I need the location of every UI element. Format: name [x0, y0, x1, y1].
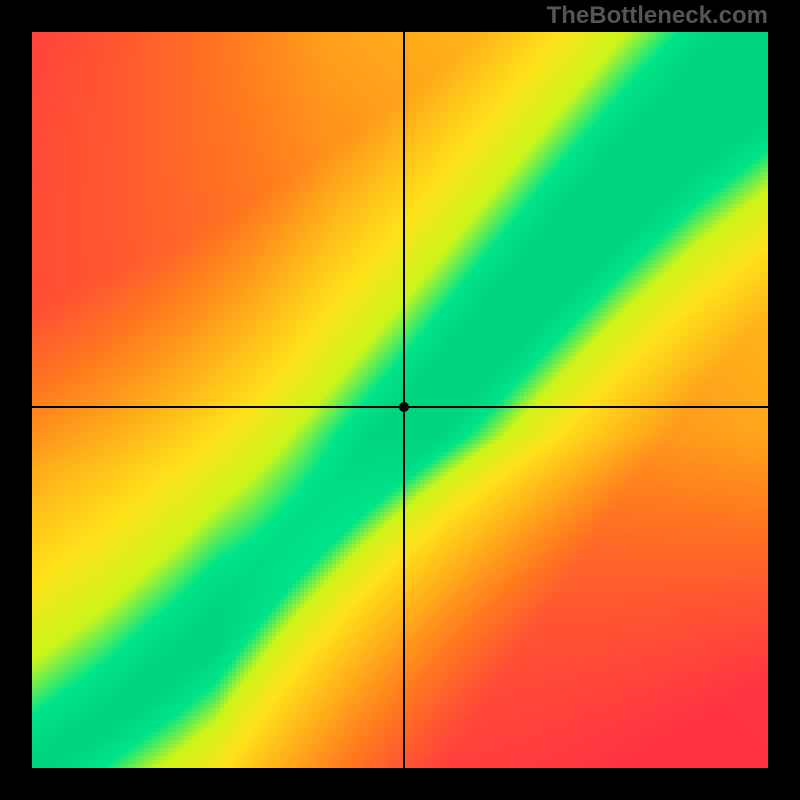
crosshair-vertical: [403, 32, 405, 768]
heatmap-canvas: [32, 32, 768, 768]
crosshair-dot: [399, 402, 409, 412]
heatmap-plot: [32, 32, 768, 768]
watermark-label: TheBottleneck.com: [547, 2, 768, 30]
